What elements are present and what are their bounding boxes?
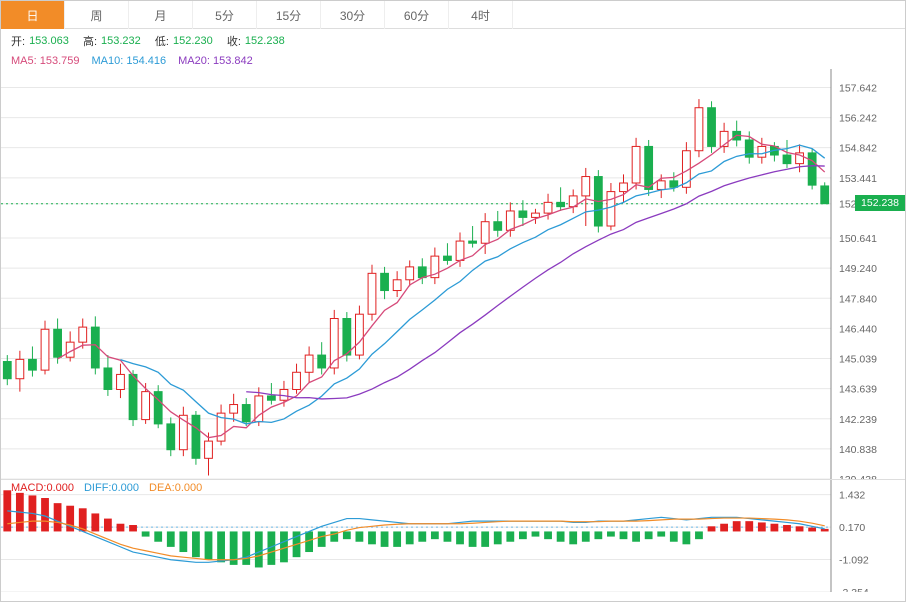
high-label: 高:: [83, 33, 97, 49]
tab-4时[interactable]: 4时: [449, 1, 513, 29]
close-label: 收:: [227, 33, 241, 49]
tab-60分[interactable]: 60分: [385, 1, 449, 29]
svg-text:142.239: 142.239: [839, 414, 877, 426]
macd-value: MACD:0.000: [11, 482, 74, 494]
svg-text:147.840: 147.840: [839, 293, 877, 305]
svg-text:-1.092: -1.092: [839, 555, 869, 567]
ma-bar: MA5: 153.759 MA10: 154.416 MA20: 153.842: [1, 53, 905, 69]
chart-container: 日周月5分15分30分60分4时 开: 153.063 高: 153.232 低…: [0, 0, 906, 602]
svg-text:153.441: 153.441: [839, 173, 877, 185]
tab-月[interactable]: 月: [129, 1, 193, 29]
diff-value: DIFF:0.000: [84, 482, 139, 494]
ma10-label: MA10: 154.416: [92, 55, 167, 67]
svg-text:143.639: 143.639: [839, 384, 877, 396]
svg-text:157.642: 157.642: [839, 82, 877, 94]
macd-label-bar: MACD:0.000 DIFF:0.000 DEA:0.000: [11, 482, 202, 494]
timeframe-tabs: 日周月5分15分30分60分4时: [1, 1, 905, 29]
tab-5分[interactable]: 5分: [193, 1, 257, 29]
svg-text:1.432: 1.432: [839, 490, 865, 502]
ohlc-bar: 开: 153.063 高: 153.232 低: 152.230 收: 152.…: [1, 29, 905, 53]
svg-text:156.242: 156.242: [839, 113, 877, 125]
tab-周[interactable]: 周: [65, 1, 129, 29]
current-price-tag: 152.238: [855, 195, 905, 211]
high-value: 153.232: [101, 35, 141, 47]
svg-text:150.641: 150.641: [839, 233, 877, 245]
tab-15分[interactable]: 15分: [257, 1, 321, 29]
svg-text:146.440: 146.440: [839, 323, 877, 335]
dea-value: DEA:0.000: [149, 482, 202, 494]
svg-text:0.170: 0.170: [839, 522, 865, 534]
candlestick-chart[interactable]: 157.642 156.242 154.842 153.441 152.238 150.6…: [1, 69, 905, 479]
svg-text:149.240: 149.240: [839, 263, 877, 275]
tab-30分[interactable]: 30分: [321, 1, 385, 29]
svg-text:-2.354: -2.354: [839, 587, 869, 592]
low-value: 152.230: [173, 35, 213, 47]
macd-chart[interactable]: MACD:0.000 DIFF:0.000 DEA:0.000 1.432 0.1…: [1, 479, 905, 591]
tab-日[interactable]: 日: [1, 1, 65, 29]
open-label: 开:: [11, 33, 25, 49]
svg-text:154.842: 154.842: [839, 143, 877, 155]
open-value: 153.063: [29, 35, 69, 47]
low-label: 低:: [155, 33, 169, 49]
svg-text:140.838: 140.838: [839, 444, 877, 456]
close-value: 152.238: [245, 35, 285, 47]
ma5-label: MA5: 153.759: [11, 55, 80, 67]
svg-text:145.039: 145.039: [839, 354, 877, 366]
ma20-label: MA20: 153.842: [178, 55, 253, 67]
